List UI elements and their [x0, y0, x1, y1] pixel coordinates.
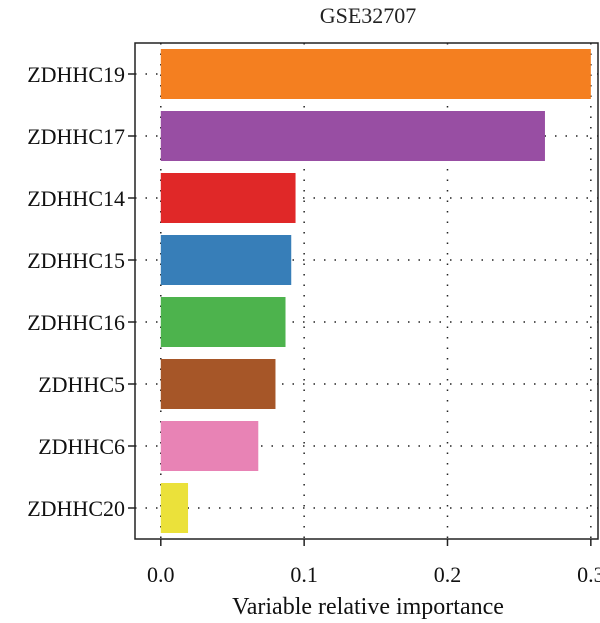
x-axis-label: Variable relative importance — [232, 594, 504, 620]
category-label-zdhhc16: ZDHHC16 — [27, 310, 125, 335]
bar-zdhhc17 — [160, 111, 545, 161]
bar-zdhhc14 — [160, 173, 296, 223]
x-tick-label-3: 0.3 — [577, 562, 600, 587]
category-label-zdhhc20: ZDHHC20 — [27, 496, 125, 521]
bar-zdhhc16 — [160, 297, 286, 347]
category-label-zdhhc15: ZDHHC15 — [27, 248, 125, 273]
bar-zdhhc19 — [160, 49, 591, 99]
category-label-zdhhc19: ZDHHC19 — [27, 62, 125, 87]
category-label-zdhhc6: ZDHHC6 — [38, 434, 125, 459]
category-label-zdhhc17: ZDHHC17 — [27, 124, 125, 149]
category-label-zdhhc5: ZDHHC5 — [38, 372, 125, 397]
category-label-zdhhc14: ZDHHC14 — [27, 186, 125, 211]
plot-frame — [134, 42, 599, 540]
x-tick-label-0: 0.0 — [147, 562, 175, 587]
bar-zdhhc6 — [160, 421, 259, 471]
bars — [160, 49, 591, 533]
x-tick-label-1: 0.1 — [290, 562, 318, 587]
x-tick-label-2: 0.2 — [434, 562, 462, 587]
category-labels: ZDHHC19 ZDHHC17 ZDHHC14 ZDHHC15 ZDHHC16 ZDHHC… — [27, 62, 135, 521]
chart-title: GSE32707 — [320, 3, 417, 28]
bar-zdhhc15 — [160, 235, 292, 285]
bar-zdhhc5 — [160, 359, 276, 409]
bar-zdhhc20 — [160, 483, 189, 533]
x-axis-ticks: 0.0 0.1 0.2 0.3 — [147, 539, 600, 587]
